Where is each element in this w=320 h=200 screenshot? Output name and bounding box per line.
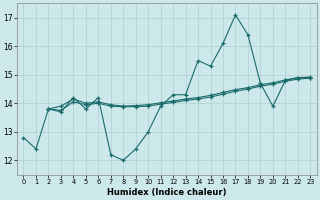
X-axis label: Humidex (Indice chaleur): Humidex (Indice chaleur) (107, 188, 227, 197)
